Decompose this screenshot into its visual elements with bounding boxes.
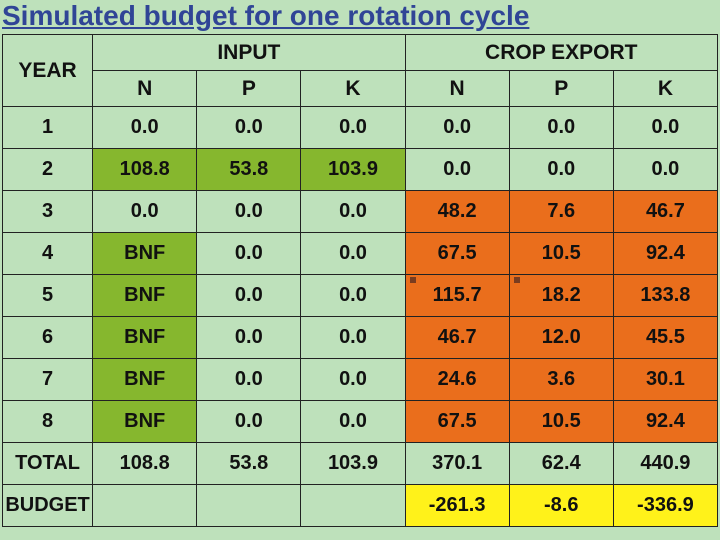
cell-ex-p: 0.0 bbox=[509, 107, 613, 149]
year-cell: 8 bbox=[3, 401, 93, 443]
header-row-1: YEAR INPUT CROP EXPORT bbox=[3, 35, 718, 71]
table-row: 6BNF0.00.046.712.045.5 bbox=[3, 317, 718, 359]
cell-ex-n: 0.0 bbox=[405, 149, 509, 191]
cell-ex-k: 30.1 bbox=[613, 359, 717, 401]
cell-in-n: BNF bbox=[93, 401, 197, 443]
table-row: 2108.853.8103.90.00.00.0 bbox=[3, 149, 718, 191]
total-in-n: 108.8 bbox=[93, 443, 197, 485]
total-label: TOTAL bbox=[3, 443, 93, 485]
table-row: 30.00.00.048.27.646.7 bbox=[3, 191, 718, 233]
cell-ex-n: 46.7 bbox=[405, 317, 509, 359]
cell-in-n: BNF bbox=[93, 317, 197, 359]
budget-in-p bbox=[197, 485, 301, 527]
cell-ex-p: 3.6 bbox=[509, 359, 613, 401]
cell-in-k: 0.0 bbox=[301, 401, 405, 443]
cell-in-p: 0.0 bbox=[197, 191, 301, 233]
budget-row: BUDGET -261.3 -8.6 -336.9 bbox=[3, 485, 718, 527]
cell-ex-k: 0.0 bbox=[613, 107, 717, 149]
cell-in-k: 0.0 bbox=[301, 359, 405, 401]
corner-mark bbox=[410, 277, 416, 283]
page: Simulated budget for one rotation cycle … bbox=[0, 0, 720, 540]
table-row: 7BNF0.00.024.63.630.1 bbox=[3, 359, 718, 401]
cell-in-k: 0.0 bbox=[301, 317, 405, 359]
col-ex-p: P bbox=[509, 71, 613, 107]
cell-ex-p: 7.6 bbox=[509, 191, 613, 233]
cell-ex-n: 67.5 bbox=[405, 233, 509, 275]
cell-ex-p: 0.0 bbox=[509, 149, 613, 191]
total-ex-k: 440.9 bbox=[613, 443, 717, 485]
cell-ex-k: 92.4 bbox=[613, 233, 717, 275]
cell-ex-k: 92.4 bbox=[613, 401, 717, 443]
header-row-2: N P K N P K bbox=[3, 71, 718, 107]
cell-in-n: 0.0 bbox=[93, 191, 197, 233]
table-row: 10.00.00.00.00.00.0 bbox=[3, 107, 718, 149]
cell-in-p: 0.0 bbox=[197, 317, 301, 359]
year-cell: 6 bbox=[3, 317, 93, 359]
group-export: CROP EXPORT bbox=[405, 35, 717, 71]
budget-table: YEAR INPUT CROP EXPORT N P K N P K 10.00… bbox=[2, 34, 718, 527]
col-in-p: P bbox=[197, 71, 301, 107]
page-title: Simulated budget for one rotation cycle bbox=[2, 0, 529, 32]
total-in-p: 53.8 bbox=[197, 443, 301, 485]
total-in-k: 103.9 bbox=[301, 443, 405, 485]
cell-ex-k: 46.7 bbox=[613, 191, 717, 233]
cell-in-p: 53.8 bbox=[197, 149, 301, 191]
cell-in-p: 0.0 bbox=[197, 233, 301, 275]
cell-ex-p: 18.2 bbox=[509, 275, 613, 317]
group-input: INPUT bbox=[93, 35, 405, 71]
year-cell: 4 bbox=[3, 233, 93, 275]
cell-in-p: 0.0 bbox=[197, 275, 301, 317]
cell-ex-p: 10.5 bbox=[509, 233, 613, 275]
corner-mark bbox=[514, 277, 520, 283]
budget-label: BUDGET bbox=[3, 485, 93, 527]
year-cell: 5 bbox=[3, 275, 93, 317]
cell-ex-n: 115.7 bbox=[405, 275, 509, 317]
table-row: 5BNF0.00.0115.718.2133.8 bbox=[3, 275, 718, 317]
total-row: TOTAL 108.8 53.8 103.9 370.1 62.4 440.9 bbox=[3, 443, 718, 485]
cell-ex-k: 0.0 bbox=[613, 149, 717, 191]
cell-in-p: 0.0 bbox=[197, 401, 301, 443]
col-in-n: N bbox=[93, 71, 197, 107]
cell-in-n: 0.0 bbox=[93, 107, 197, 149]
col-ex-k: K bbox=[613, 71, 717, 107]
total-ex-p: 62.4 bbox=[509, 443, 613, 485]
year-cell: 2 bbox=[3, 149, 93, 191]
cell-in-k: 0.0 bbox=[301, 233, 405, 275]
year-cell: 3 bbox=[3, 191, 93, 233]
col-ex-n: N bbox=[405, 71, 509, 107]
cell-ex-k: 133.8 bbox=[613, 275, 717, 317]
budget-ex-n: -261.3 bbox=[405, 485, 509, 527]
cell-in-k: 103.9 bbox=[301, 149, 405, 191]
budget-ex-p: -8.6 bbox=[509, 485, 613, 527]
year-cell: 7 bbox=[3, 359, 93, 401]
cell-ex-n: 67.5 bbox=[405, 401, 509, 443]
table-row: 4BNF0.00.067.510.592.4 bbox=[3, 233, 718, 275]
cell-ex-p: 10.5 bbox=[509, 401, 613, 443]
budget-ex-k: -336.9 bbox=[613, 485, 717, 527]
cell-ex-n: 24.6 bbox=[405, 359, 509, 401]
year-cell: 1 bbox=[3, 107, 93, 149]
cell-in-k: 0.0 bbox=[301, 107, 405, 149]
col-year: YEAR bbox=[3, 35, 93, 107]
cell-ex-p: 12.0 bbox=[509, 317, 613, 359]
budget-in-n bbox=[93, 485, 197, 527]
cell-ex-n: 0.0 bbox=[405, 107, 509, 149]
cell-in-n: BNF bbox=[93, 233, 197, 275]
cell-in-n: BNF bbox=[93, 359, 197, 401]
cell-ex-n: 48.2 bbox=[405, 191, 509, 233]
cell-in-k: 0.0 bbox=[301, 191, 405, 233]
cell-in-n: 108.8 bbox=[93, 149, 197, 191]
cell-in-k: 0.0 bbox=[301, 275, 405, 317]
cell-in-p: 0.0 bbox=[197, 107, 301, 149]
cell-in-n: BNF bbox=[93, 275, 197, 317]
budget-in-k bbox=[301, 485, 405, 527]
cell-in-p: 0.0 bbox=[197, 359, 301, 401]
col-in-k: K bbox=[301, 71, 405, 107]
cell-ex-k: 45.5 bbox=[613, 317, 717, 359]
total-ex-n: 370.1 bbox=[405, 443, 509, 485]
table-row: 8BNF0.00.067.510.592.4 bbox=[3, 401, 718, 443]
